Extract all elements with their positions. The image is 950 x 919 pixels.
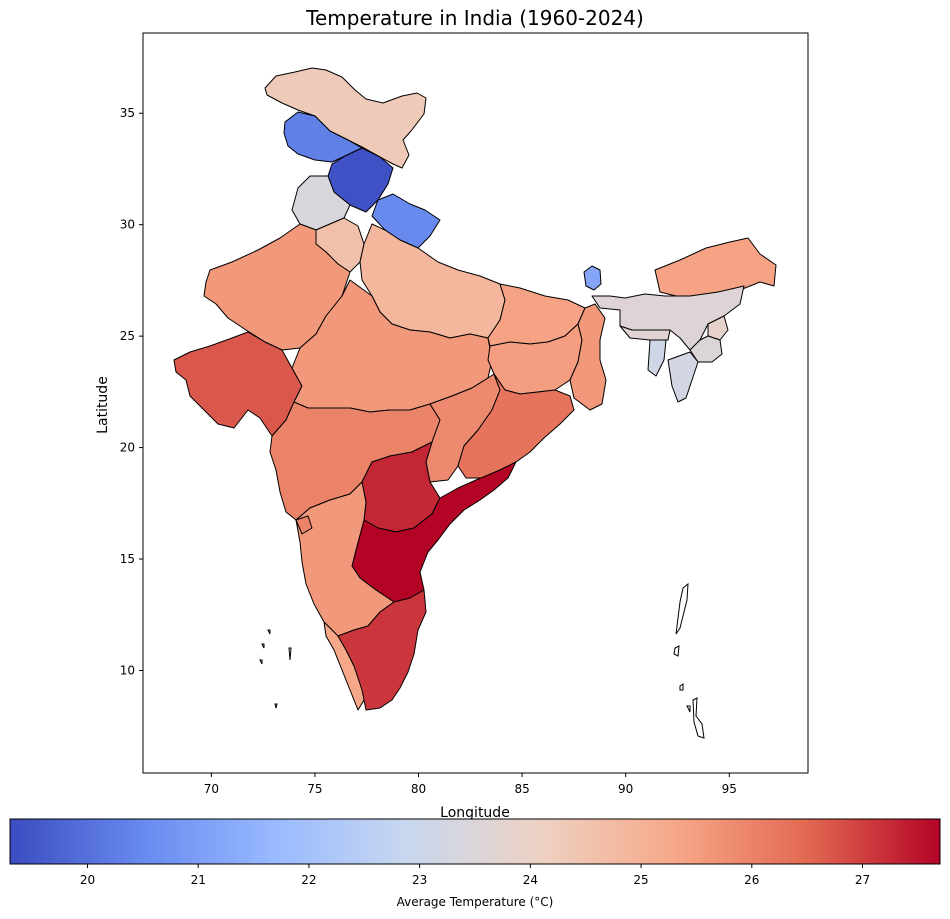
island-outline <box>261 643 265 649</box>
state-uttarakhand <box>371 193 441 249</box>
state-mizoram <box>667 351 699 403</box>
state-goa <box>295 515 313 535</box>
colorbar <box>9 818 941 865</box>
islands <box>259 582 705 739</box>
chart-title: Temperature in India (1960-2024) <box>305 6 644 30</box>
island-outline <box>259 659 263 665</box>
island-outline <box>288 647 292 661</box>
island-outline <box>675 582 689 635</box>
state-tripura <box>647 339 667 377</box>
colorbar-tick-label: 21 <box>191 873 206 887</box>
x-axis-ticks: 70 75 80 85 90 95 <box>204 773 737 796</box>
island-outline <box>267 629 271 635</box>
x-tick-label: 90 <box>618 782 633 796</box>
colorbar-label: Average Temperature (°C) <box>397 895 554 909</box>
state-manipur <box>689 335 723 363</box>
colorbar-tick-label: 24 <box>523 873 538 887</box>
state-arunachal-pradesh <box>654 237 777 297</box>
island-outline <box>692 697 705 739</box>
colorbar-tick-label: 26 <box>744 873 759 887</box>
state-karnataka <box>295 481 395 637</box>
y-tick-label: 30 <box>120 218 135 232</box>
island-outline <box>686 705 691 713</box>
state-sikkim <box>583 265 602 291</box>
x-tick-label: 75 <box>307 782 322 796</box>
x-tick-label: 85 <box>514 782 529 796</box>
state-odisha <box>457 373 575 479</box>
plot-frame <box>142 32 809 774</box>
island-outline <box>673 645 680 657</box>
colorbar-tick-label: 20 <box>80 873 95 887</box>
colorbar-tick-label: 22 <box>301 873 316 887</box>
colorbar-tick-label: 25 <box>633 873 648 887</box>
y-tick-label: 25 <box>120 329 135 343</box>
state-nagaland <box>707 315 729 341</box>
y-axis-label: Latitude <box>95 376 111 434</box>
y-tick-label: 35 <box>120 106 135 120</box>
y-tick-label: 20 <box>120 441 135 455</box>
y-tick-label: 15 <box>120 552 135 566</box>
x-tick-label: 70 <box>204 782 219 796</box>
x-axis-label: Longitude <box>440 805 510 821</box>
y-axis-ticks: 10 15 20 25 30 35 <box>120 106 143 677</box>
state-himachal-pradesh <box>327 147 394 213</box>
state-meghalaya <box>619 325 671 341</box>
colorbar-tick-label: 23 <box>412 873 427 887</box>
x-tick-label: 95 <box>722 782 737 796</box>
island-outline <box>679 683 684 691</box>
state-west-bengal <box>569 303 607 411</box>
x-tick-label: 80 <box>411 782 426 796</box>
island-outline <box>274 703 278 709</box>
y-tick-label: 10 <box>120 663 135 677</box>
state-tamil-nadu <box>337 589 427 711</box>
map-states <box>173 67 777 711</box>
colorbar-ticks: 20 21 22 23 24 25 26 27 <box>80 864 870 887</box>
colorbar-tick-label: 27 <box>855 873 870 887</box>
